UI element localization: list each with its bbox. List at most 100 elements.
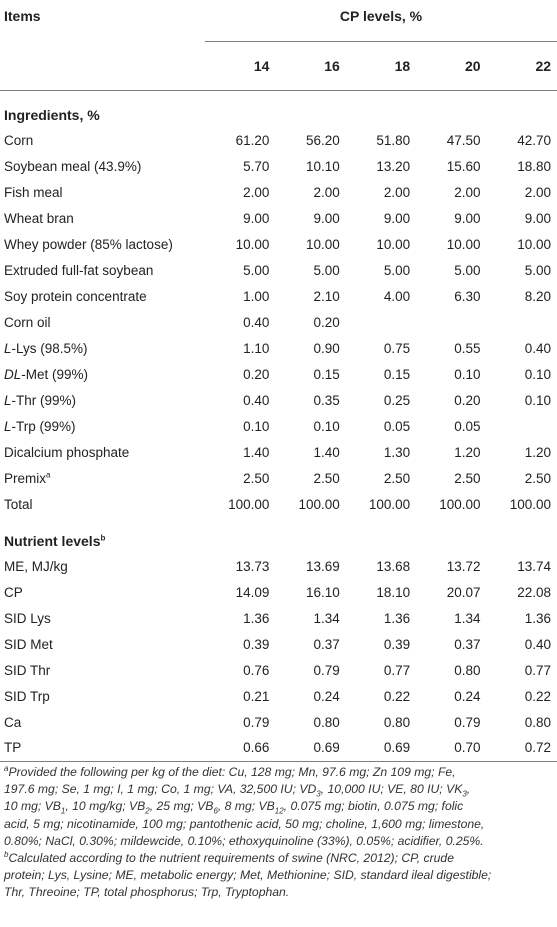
table-row: Extruded full-fat soybean 5.00 5.00 5.00 5.0… <box>0 257 557 283</box>
cell-value: 1.30 <box>383 444 411 460</box>
cell-value: 1.40 <box>313 444 340 460</box>
cell-value: 15.60 <box>446 158 481 174</box>
section-header-row: Nutrient levelsb <box>0 517 557 553</box>
cell-value: 0.15 <box>313 366 340 382</box>
cell-value: 18.10 <box>376 584 411 600</box>
cell-value: 2.00 <box>383 184 411 200</box>
row-label-text: Corn oil <box>4 314 51 330</box>
cell-value: 0.20 <box>454 392 481 408</box>
row-label: Wheat bran <box>0 205 205 231</box>
footnote-text: Thr, Threoine; TP, total phosphorus; Trp… <box>4 885 290 900</box>
cell-value: 100.00 <box>298 496 340 512</box>
row-label-text: Dicalcium phosphate <box>4 444 130 460</box>
table-row: Whey powder (85% lactose) 10.00 10.00 10.00… <box>0 231 557 257</box>
cell-value: 1.00 <box>243 288 270 304</box>
table-row: Corn 61.20 56.20 51.80 47.50 42.70 <box>0 127 557 153</box>
table-row: L-Lys (98.5%) 1.10 0.90 0.75 0.55 0.40 <box>0 335 557 361</box>
cell-value: 42.70 <box>517 132 552 148</box>
row-label-text: Total <box>4 496 33 512</box>
cell-value: 9.00 <box>243 210 270 226</box>
table-row: Corn oil 0.40 0.20 <box>0 309 557 335</box>
footnote-text: , 10 mg/kg; VB <box>65 799 146 814</box>
table-row: Wheat bran 9.00 9.00 9.00 9.00 9.00 <box>0 205 557 231</box>
cell-value: 0.77 <box>524 662 552 678</box>
cell-value: 1.36 <box>383 610 411 626</box>
cell-value: 0.35 <box>313 392 340 408</box>
cell-value: 1.36 <box>243 610 270 626</box>
row-label-text: Whey powder (85% lactose) <box>4 236 173 252</box>
cell-value: 0.39 <box>243 636 270 652</box>
cell-value: 0.20 <box>243 366 270 382</box>
cell-value: 8.20 <box>524 288 552 304</box>
cell-value: 0.75 <box>383 340 411 356</box>
cell-value: 4.00 <box>383 288 411 304</box>
footnote-line: Thr, Threoine; TP, total phosphorus; Trp… <box>4 884 552 901</box>
cell-value: 0.40 <box>524 636 552 652</box>
cell-value: 0.20 <box>313 314 340 330</box>
row-label-rest: -Thr (99%) <box>11 392 77 408</box>
footnote-subscript: 3 <box>316 789 321 799</box>
cell-value <box>346 309 416 335</box>
table-row: CP 14.09 16.10 18.10 20.07 22.08 <box>0 579 557 605</box>
cell-value: 0.72 <box>486 735 557 762</box>
cell-value: 0.80 <box>383 714 411 730</box>
cell-value: 0.69 <box>345 735 417 762</box>
cell-value <box>416 309 486 335</box>
row-label: ME, MJ/kg <box>0 553 205 579</box>
row-label-text: Extruded full-fat soybean <box>4 262 154 278</box>
cell-value: 0.37 <box>454 636 481 652</box>
footnote-line: acid, 5 mg; nicotinamide, 100 mg; pantot… <box>4 816 552 833</box>
cell-value: 0.05 <box>454 418 481 434</box>
cell-value: 14.09 <box>235 584 270 600</box>
cell-value: 13.72 <box>446 558 481 574</box>
cell-value: 5.70 <box>243 158 270 174</box>
cell-value: 61.20 <box>235 132 270 148</box>
table-row: Premixa 2.50 2.50 2.50 2.50 2.50 <box>0 465 557 491</box>
footnote-text: , 8 mg; VB <box>217 799 275 814</box>
cell-value: 0.40 <box>243 392 270 408</box>
table-row: ME, MJ/kg 13.73 13.69 13.68 13.72 13.74 <box>0 553 557 579</box>
footnote-subscript: 12 <box>274 806 284 816</box>
cell-value: 16.10 <box>305 584 340 600</box>
row-label-text: ME, MJ/kg <box>4 558 68 574</box>
row-label: Premixa <box>0 465 205 491</box>
row-label: Corn <box>0 127 205 153</box>
row-label: L-Trp (99%) <box>0 413 205 439</box>
row-label-text: SID Thr <box>4 662 51 678</box>
footnote-text: , <box>466 782 471 797</box>
footnotes: aProvided the following per kg of the di… <box>4 764 552 902</box>
footnote-text: Calculated according to the nutrient req… <box>8 851 454 866</box>
cell-value: 0.76 <box>243 662 270 678</box>
footnote-subscript: 1 <box>60 806 66 816</box>
level-header: 20 <box>464 58 481 74</box>
cell-value: 47.50 <box>446 132 481 148</box>
cell-value: 0.69 <box>275 735 346 762</box>
level-header: 14 <box>253 58 270 74</box>
cell-value: 0.55 <box>454 340 481 356</box>
cell-value: 100.00 <box>509 496 552 512</box>
row-label-prefix: L <box>4 418 12 434</box>
row-label-text: Premix <box>4 470 47 486</box>
footnote-line: 10 mg; VB1, 10 mg/kg; VB2, 25 mg; VB6, 8… <box>4 798 552 815</box>
cell-value: 0.80 <box>454 662 481 678</box>
row-label-rest: -Lys (98.5%) <box>11 340 88 356</box>
row-label-rest: -Trp (99%) <box>11 418 76 434</box>
cell-value: 0.25 <box>383 392 411 408</box>
cell-value: 10.00 <box>376 236 411 252</box>
cell-value: 2.00 <box>454 184 481 200</box>
cell-value: 13.68 <box>376 558 411 574</box>
table-row: Soybean meal (43.9%) 5.70 10.10 13.20 15.60 1… <box>0 153 557 179</box>
cell-value: 2.00 <box>524 184 552 200</box>
cell-value: 2.00 <box>243 184 270 200</box>
cell-value: 6.30 <box>454 288 481 304</box>
table-body: Ingredients, % Corn 61.20 56.20 51.80 47.50 42… <box>0 90 557 762</box>
cell-value: 0.10 <box>524 366 552 382</box>
row-label-text: SID Lys <box>4 610 51 626</box>
cell-value: 2.50 <box>243 470 270 486</box>
footnote-line: protein; Lys, Lysine; ME, metabolic ener… <box>4 867 552 884</box>
cell-value: 18.80 <box>517 158 552 174</box>
row-label: L-Lys (98.5%) <box>0 335 205 361</box>
level-header: 16 <box>324 58 340 74</box>
cell-value: 10.00 <box>305 236 340 252</box>
cell-value: 13.20 <box>376 158 411 174</box>
